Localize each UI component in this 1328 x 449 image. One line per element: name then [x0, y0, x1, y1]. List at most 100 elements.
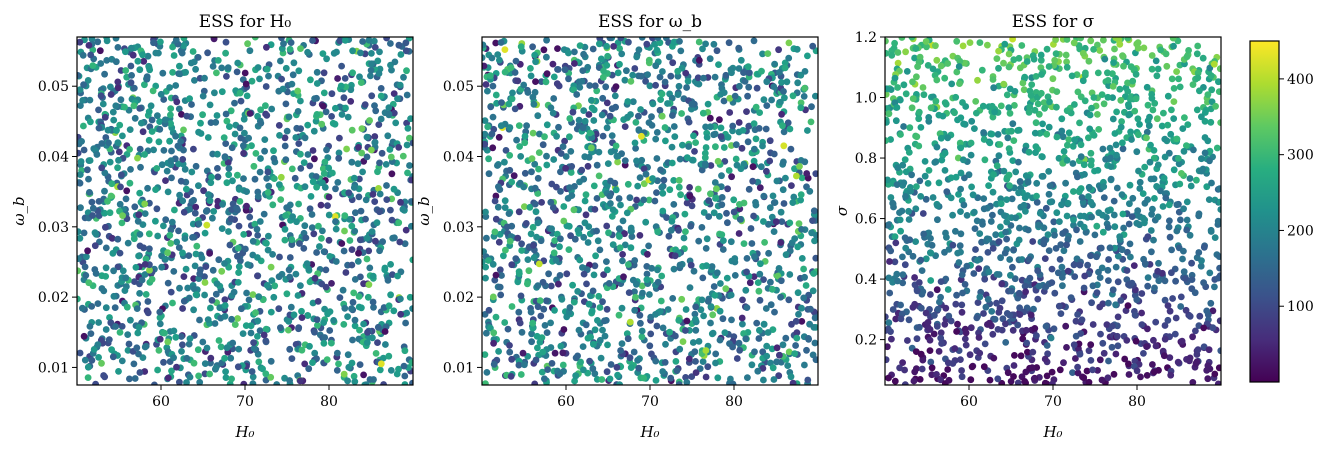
scatter-point — [770, 150, 778, 158]
scatter-point — [763, 78, 771, 86]
scatter-point — [914, 63, 921, 70]
scatter-point — [482, 81, 490, 88]
scatter-point — [1169, 37, 1177, 42]
scatter-point — [1114, 313, 1122, 321]
scatter-point — [136, 66, 144, 74]
scatter-point — [620, 273, 627, 281]
scatter-point — [1037, 89, 1045, 97]
scatter-point — [1063, 344, 1070, 351]
scatter-point — [682, 69, 690, 77]
scatter-point — [90, 346, 98, 353]
scatter-point — [1070, 341, 1078, 349]
scatter-point — [95, 106, 102, 114]
scatter-point — [984, 295, 992, 303]
scatter-point — [1160, 352, 1168, 360]
scatter-point — [905, 207, 912, 215]
scatter-point — [488, 54, 496, 62]
scatter-point — [1144, 101, 1152, 109]
scatter-point — [1076, 238, 1084, 245]
scatter-point — [1193, 176, 1200, 184]
scatter-point — [995, 308, 1003, 316]
scatter-point — [919, 84, 927, 91]
scatter-point — [177, 177, 185, 185]
scatter-point — [503, 223, 511, 231]
scatter-point — [910, 377, 918, 385]
scatter-point — [730, 196, 738, 204]
scatter-point — [557, 150, 565, 157]
scatter-point — [794, 289, 802, 297]
scatter-point — [261, 136, 269, 144]
scatter-point — [1076, 119, 1083, 127]
scatter-point — [253, 225, 261, 233]
scatter-point — [657, 96, 664, 103]
scatter-point — [234, 363, 242, 371]
scatter-point — [519, 349, 527, 357]
scatter-point — [1186, 175, 1194, 182]
scatter-point — [161, 116, 169, 124]
scatter-point — [1134, 207, 1142, 215]
scatter-point — [990, 171, 997, 178]
scatter-point — [972, 98, 980, 105]
scatter-point — [599, 132, 607, 140]
scatter-point — [669, 295, 677, 302]
scatter-point — [739, 126, 747, 134]
scatter-point — [180, 273, 188, 280]
scatter-point — [780, 128, 788, 136]
scatter-point — [765, 220, 772, 228]
scatter-point — [963, 212, 971, 219]
scatter-point — [190, 359, 198, 367]
scatter-point — [762, 305, 770, 312]
scatter-point — [1064, 236, 1072, 244]
scatter-point — [363, 234, 371, 242]
scatter-point — [495, 133, 503, 141]
scatter-point — [521, 203, 528, 211]
scatter-point — [1178, 170, 1185, 177]
scatter-point — [1175, 160, 1183, 168]
scatter-point — [170, 327, 178, 335]
scatter-point — [346, 216, 353, 223]
scatter-point — [1205, 196, 1213, 204]
scatter-point — [988, 102, 996, 110]
scatter-point — [80, 146, 88, 154]
scatter-point — [548, 360, 556, 367]
scatter-point — [515, 308, 523, 316]
scatter-point — [968, 117, 976, 125]
scatter-point — [518, 328, 526, 336]
scatter-point — [676, 345, 684, 353]
scatter-point — [225, 228, 232, 235]
scatter-point — [652, 357, 660, 365]
scatter-point — [771, 308, 778, 316]
scatter-point — [1076, 261, 1084, 269]
scatter-point — [185, 294, 193, 302]
scatter-point — [242, 245, 249, 253]
scatter-point — [988, 308, 996, 315]
scatter-point — [1161, 296, 1169, 304]
scatter-point — [78, 138, 85, 145]
scatter-point — [269, 201, 277, 209]
scatter-point — [748, 361, 756, 369]
scatter-point — [549, 204, 557, 211]
scatter-point — [935, 179, 943, 187]
scatter-point — [1011, 352, 1018, 359]
scatter-point — [911, 274, 918, 281]
scatter-point — [1024, 178, 1032, 186]
scatter-point — [579, 124, 587, 132]
scatter-point — [280, 40, 287, 48]
scatter-point — [116, 200, 124, 208]
scatter-point — [1144, 282, 1152, 290]
scatter-point — [1049, 75, 1057, 83]
scatter-point — [383, 37, 390, 42]
scatter-point — [170, 354, 178, 362]
scatter-point — [668, 94, 676, 102]
scatter-point — [1147, 227, 1155, 234]
scatter-point — [754, 178, 762, 186]
scatter-point — [235, 185, 243, 193]
scatter-point — [1146, 158, 1154, 166]
scatter-point — [1043, 342, 1051, 349]
scatter-point — [1022, 368, 1030, 376]
scatter-point — [362, 215, 369, 223]
scatter-point — [136, 189, 144, 197]
scatter-point — [142, 255, 150, 263]
scatter-point — [909, 95, 917, 102]
scatter-point — [617, 201, 624, 209]
